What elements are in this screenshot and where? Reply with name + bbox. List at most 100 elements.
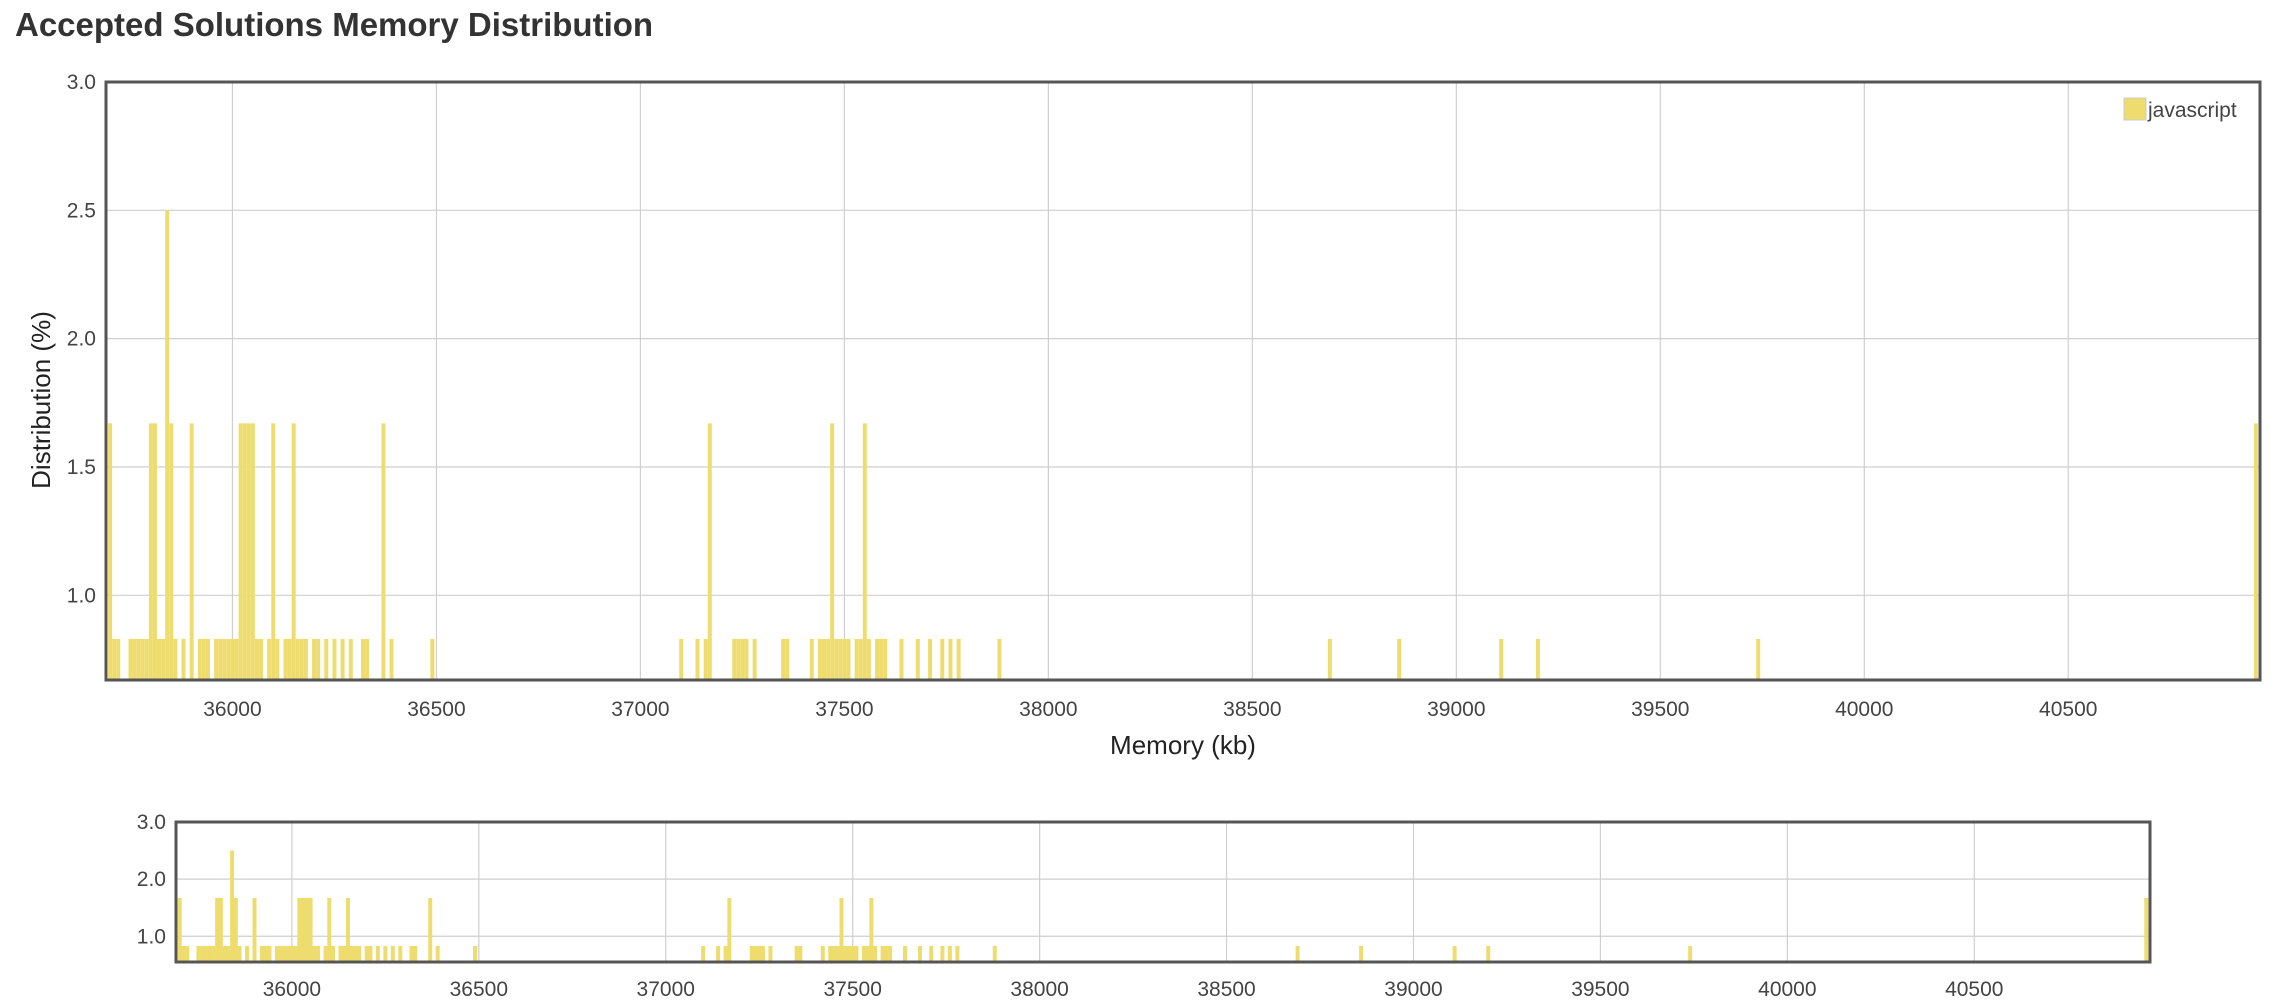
nav-bar[interactable]	[301, 898, 306, 962]
main-bar[interactable]	[817, 638, 822, 680]
nav-bar[interactable]	[850, 946, 855, 962]
main-bar[interactable]	[295, 638, 300, 680]
main-bar[interactable]	[181, 638, 186, 680]
nav-bar[interactable]	[473, 946, 478, 962]
main-bar[interactable]	[875, 638, 880, 680]
nav-bar[interactable]	[880, 946, 885, 962]
main-bar[interactable]	[785, 638, 790, 680]
nav-bar[interactable]	[185, 946, 190, 962]
nav-bar[interactable]	[820, 946, 825, 962]
main-bar[interactable]	[940, 638, 945, 680]
main-bar[interactable]	[838, 638, 843, 680]
nav-bar[interactable]	[929, 946, 934, 962]
nav-bar[interactable]	[278, 946, 283, 962]
nav-bar[interactable]	[398, 946, 403, 962]
main-bar[interactable]	[169, 423, 174, 680]
nav-bar[interactable]	[1295, 946, 1300, 962]
nav-bar[interactable]	[768, 946, 773, 962]
nav-bar[interactable]	[200, 946, 205, 962]
main-bar[interactable]	[218, 638, 223, 680]
nav-bar[interactable]	[955, 946, 960, 962]
nav-bar[interactable]	[839, 898, 844, 962]
nav-bar[interactable]	[338, 946, 343, 962]
nav-bar[interactable]	[884, 946, 889, 962]
main-bar[interactable]	[226, 638, 231, 680]
main-bar[interactable]	[826, 638, 831, 680]
main-bar[interactable]	[915, 638, 920, 680]
main-bar[interactable]	[275, 638, 280, 680]
main-bar[interactable]	[189, 423, 194, 680]
main-bar[interactable]	[389, 638, 394, 680]
main-bar[interactable]	[254, 638, 259, 680]
nav-bar[interactable]	[2144, 898, 2149, 962]
nav-bar[interactable]	[245, 946, 250, 962]
nav-bar[interactable]	[304, 898, 309, 962]
main-bar[interactable]	[948, 638, 953, 680]
nav-bar[interactable]	[226, 946, 231, 962]
main-bar[interactable]	[324, 638, 329, 680]
main-bar[interactable]	[316, 638, 321, 680]
nav-bar[interactable]	[390, 946, 395, 962]
main-bar[interactable]	[883, 638, 888, 680]
nav-bar[interactable]	[308, 898, 313, 962]
nav-bar[interactable]	[798, 946, 803, 962]
main-bar[interactable]	[201, 638, 206, 680]
main-bar[interactable]	[157, 638, 162, 680]
main-bar[interactable]	[291, 423, 296, 680]
legend[interactable]: javascript	[2123, 97, 2237, 122]
main-bar[interactable]	[997, 638, 1002, 680]
main-bar[interactable]	[144, 638, 149, 680]
nav-bar[interactable]	[1486, 946, 1491, 962]
nav-bar[interactable]	[435, 946, 440, 962]
nav-bar[interactable]	[293, 946, 298, 962]
main-bar[interactable]	[128, 638, 133, 680]
main-bar[interactable]	[956, 638, 961, 680]
nav-bar[interactable]	[222, 946, 227, 962]
nav-bar[interactable]	[331, 946, 336, 962]
main-bar[interactable]	[842, 638, 847, 680]
main-bar[interactable]	[148, 423, 153, 680]
navigator-bars[interactable]	[177, 850, 2149, 962]
main-bar[interactable]	[1756, 638, 1761, 680]
nav-bar[interactable]	[835, 946, 840, 962]
nav-bar[interactable]	[375, 946, 380, 962]
nav-bar[interactable]	[312, 946, 317, 962]
nav-bar[interactable]	[940, 946, 945, 962]
main-bar[interactable]	[238, 423, 243, 680]
nav-bar[interactable]	[757, 946, 762, 962]
nav-bar[interactable]	[286, 946, 291, 962]
nav-bar[interactable]	[230, 850, 235, 962]
main-bar[interactable]	[287, 638, 292, 680]
main-bar[interactable]	[222, 638, 227, 680]
nav-bar[interactable]	[181, 946, 186, 962]
main-bar[interactable]	[271, 423, 276, 680]
main-bar[interactable]	[361, 638, 366, 680]
main-bar[interactable]	[707, 423, 712, 680]
main-bar[interactable]	[197, 638, 202, 680]
main-bar[interactable]	[1499, 638, 1504, 680]
main-bar[interactable]	[267, 638, 272, 680]
nav-bar[interactable]	[992, 946, 997, 962]
main-bar[interactable]	[381, 423, 386, 680]
nav-bar[interactable]	[353, 946, 358, 962]
nav-bar[interactable]	[1452, 946, 1457, 962]
main-bar[interactable]	[679, 638, 684, 680]
main-bar[interactable]	[205, 638, 210, 680]
nav-bar[interactable]	[869, 898, 874, 962]
main-bar[interactable]	[365, 638, 370, 680]
main-bar[interactable]	[862, 423, 867, 680]
main-bar[interactable]	[1535, 638, 1540, 680]
nav-bar[interactable]	[364, 946, 369, 962]
main-bar[interactable]	[136, 638, 141, 680]
main-bar[interactable]	[928, 638, 933, 680]
nav-bar[interactable]	[794, 946, 799, 962]
nav-bar[interactable]	[843, 946, 848, 962]
nav-bar[interactable]	[846, 946, 851, 962]
main-bar[interactable]	[250, 423, 255, 680]
main-bar[interactable]	[116, 638, 121, 680]
navigator-frame[interactable]	[174, 820, 2152, 964]
main-bar[interactable]	[246, 423, 251, 680]
main-bar[interactable]	[108, 423, 113, 680]
main-bar[interactable]	[866, 638, 871, 680]
